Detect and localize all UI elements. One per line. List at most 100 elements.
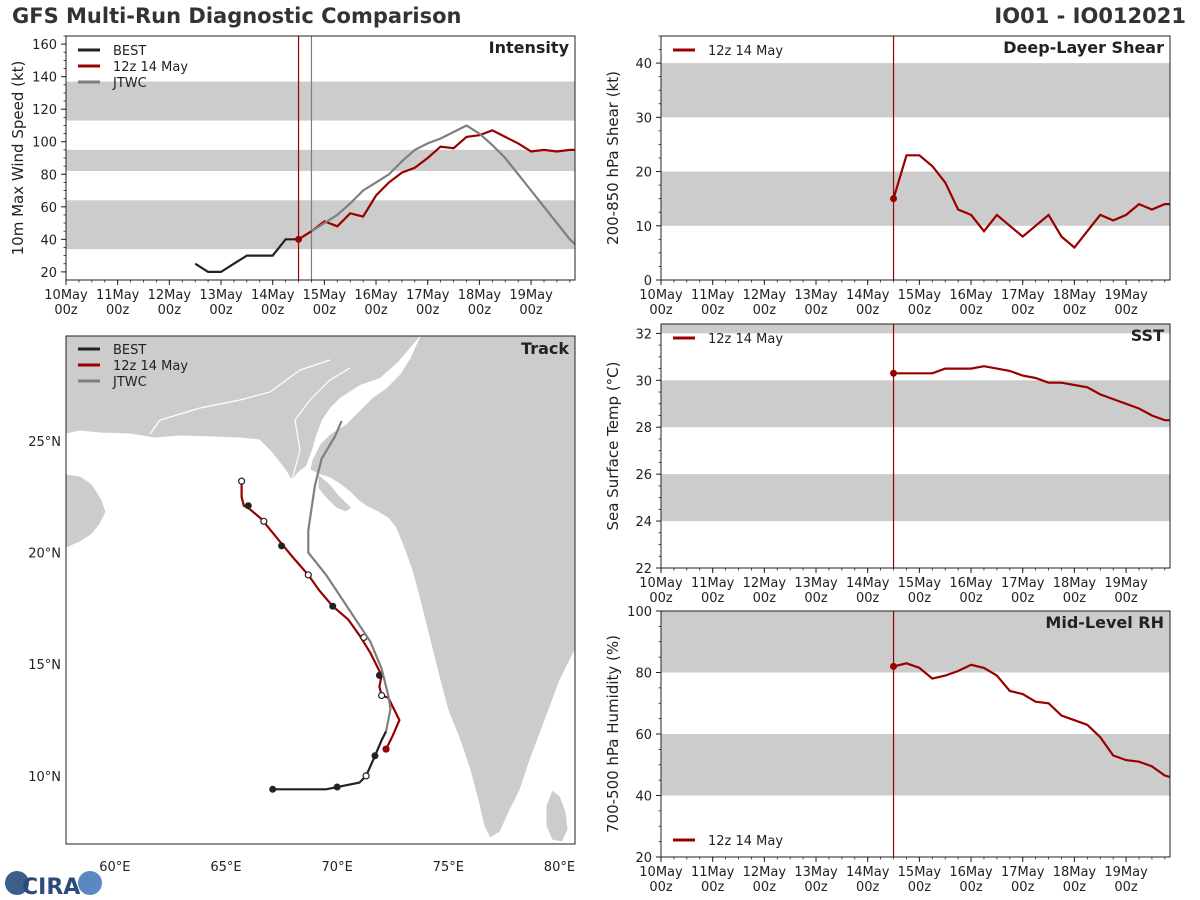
rh-legend-label-0: 12z 14 May [708,834,783,849]
rh-xtick-label: 17May 00z [1001,865,1045,895]
shear-xtick-label: 13May 00z [794,288,838,318]
intensity-xtick-label: 14May 00z [251,288,295,318]
gfs-position-marker [278,542,286,550]
intensity-plot-area [66,36,575,280]
land-srilanka [545,789,569,843]
storm-icon [78,871,102,895]
sst-xtick-label: 15May 00z [898,576,942,606]
shear-title: Deep-Layer Shear [1003,38,1164,57]
intensity-ytick-label: 100 [32,136,57,151]
sst-xtick-label: 14May 00z [846,576,890,606]
shear-xtick-label: 16May 00z [949,288,993,318]
rh-band-1 [661,611,1170,673]
shear-plot-area [661,36,1170,280]
sst-xtick-label: 18May 00z [1053,576,1097,606]
rh-xtick-label: 12May 00z [743,865,787,895]
gfs-position-marker-open [304,571,312,579]
rh-xtick-label: 18May 00z [1053,865,1097,895]
intensity-ytick-label: 60 [40,201,57,216]
rh-xtick-label: 15May 00z [898,865,942,895]
shear-ytick-label: 10 [635,220,652,235]
intensity-ylabel: 10m Max Wind Speed (kt) [9,61,27,256]
intensity-xtick-label: 18May 00z [458,288,502,318]
track-xtick-label: 80°E [544,860,575,875]
gfs-position-marker [244,502,252,510]
sst-ytick-label: 26 [635,468,652,483]
shear-ytick-label: 40 [635,57,652,72]
sst-ytick-label: 24 [635,515,652,530]
track-line-0 [272,730,388,791]
rh-xtick-label: 16May 00z [949,865,993,895]
rh-ytick-label: 20 [635,851,652,866]
rh-xtick-label: 13May 00z [794,865,838,895]
rh-xtick-label: 19May 00z [1104,865,1148,895]
land-iran [66,336,440,480]
intensity-legend-label-1: 12z 14 May [113,60,188,75]
track-ytick-label: 25°N [28,435,61,450]
shear-init-point [890,195,898,203]
sst-title: SST [1131,326,1164,345]
intensity-xtick-label: 19May 00z [509,288,553,318]
shear-xtick-label: 18May 00z [1053,288,1097,318]
intensity-ytick-label: 160 [32,38,57,53]
shear-xtick-label: 10May 00z [639,288,683,318]
rh-init-point [890,662,898,670]
shear-ytick-label: 0 [644,274,652,289]
storm-id: IO01 - IO012021 [994,4,1186,28]
track-plot-area [237,420,401,793]
best-position-marker [371,752,379,760]
shear-xtick-label: 17May 00z [1001,288,1045,318]
land-oman [66,473,107,549]
shear-xtick-label: 15May 00z [898,288,942,318]
track-xtick-label: 70°E [322,860,353,875]
track-line-2 [307,420,392,732]
track-xtick-label: 65°E [210,860,241,875]
intensity-band-2 [66,81,575,121]
sst-band-1 [661,380,1170,428]
rh-ytick-label: 60 [635,728,652,743]
rh-ytick-label: 80 [635,667,652,682]
sst-ytick-label: 22 [635,562,652,577]
panel-rh: 20 40 60 80 100 10May 00z 11May 00z 12May 00z13May… [604,605,1171,895]
intensity-xtick-label: 11May 00z [96,288,140,318]
intensity-series-2 [310,124,575,246]
intensity-ytick-label: 80 [40,168,57,183]
rh-ytick-label: 40 [635,790,652,805]
sst-frame [660,323,1171,569]
sst-xtick-label: 17May 00z [1001,576,1045,606]
sst-xtick-label: 13May 00z [794,576,838,606]
figure-title: GFS Multi-Run Diagnostic Comparison [12,4,462,28]
logo-text: CIRA [22,875,80,900]
intensity-xtick-label: 10May 00z [44,288,88,318]
sst-xtick-label: 10May 00z [639,576,683,606]
track-legend-label-0: BEST [113,343,146,358]
rh-xtick-label: 14May 00z [846,865,890,895]
shear-xtick-label: 19May 00z [1104,288,1148,318]
intensity-ytick-label: 140 [32,71,57,86]
rh-title: Mid-Level RH [1045,613,1164,632]
track-frame [65,335,576,845]
intensity-ytick-label: 40 [40,233,57,248]
sst-series-0 [893,365,1170,422]
panel-track: 60°E 65°E 70°E 75°E 80°E 10°N 15°N 20°N 25°N Trac… [28,335,576,875]
land-gujarat [317,472,353,513]
intensity-title: Intensity [489,38,570,57]
rh-xtick-label: 11May 00z [691,865,735,895]
track-xtick-label: 75°E [433,860,464,875]
intensity-xtick-label: 12May 00z [148,288,192,318]
rh-ytick-label: 100 [627,605,652,620]
track-ytick-label: 20°N [28,547,61,562]
track-line-1 [240,481,401,750]
rh-ylabel: 700-500 hPa Humidity (%) [604,635,622,833]
gfs-position-marker-open [260,517,268,525]
intensity-series-0 [194,238,299,273]
sst-legend-label-0: 12z 14 May [708,332,783,347]
gfs-init-marker [382,745,390,753]
intensity-xtick-label: 15May 00z [303,288,347,318]
gfs-position-marker-open [237,477,246,485]
intensity-xtick-label: 13May 00z [199,288,243,318]
sst-xtick-label: 11May 00z [691,576,735,606]
best-position-marker [333,783,341,791]
